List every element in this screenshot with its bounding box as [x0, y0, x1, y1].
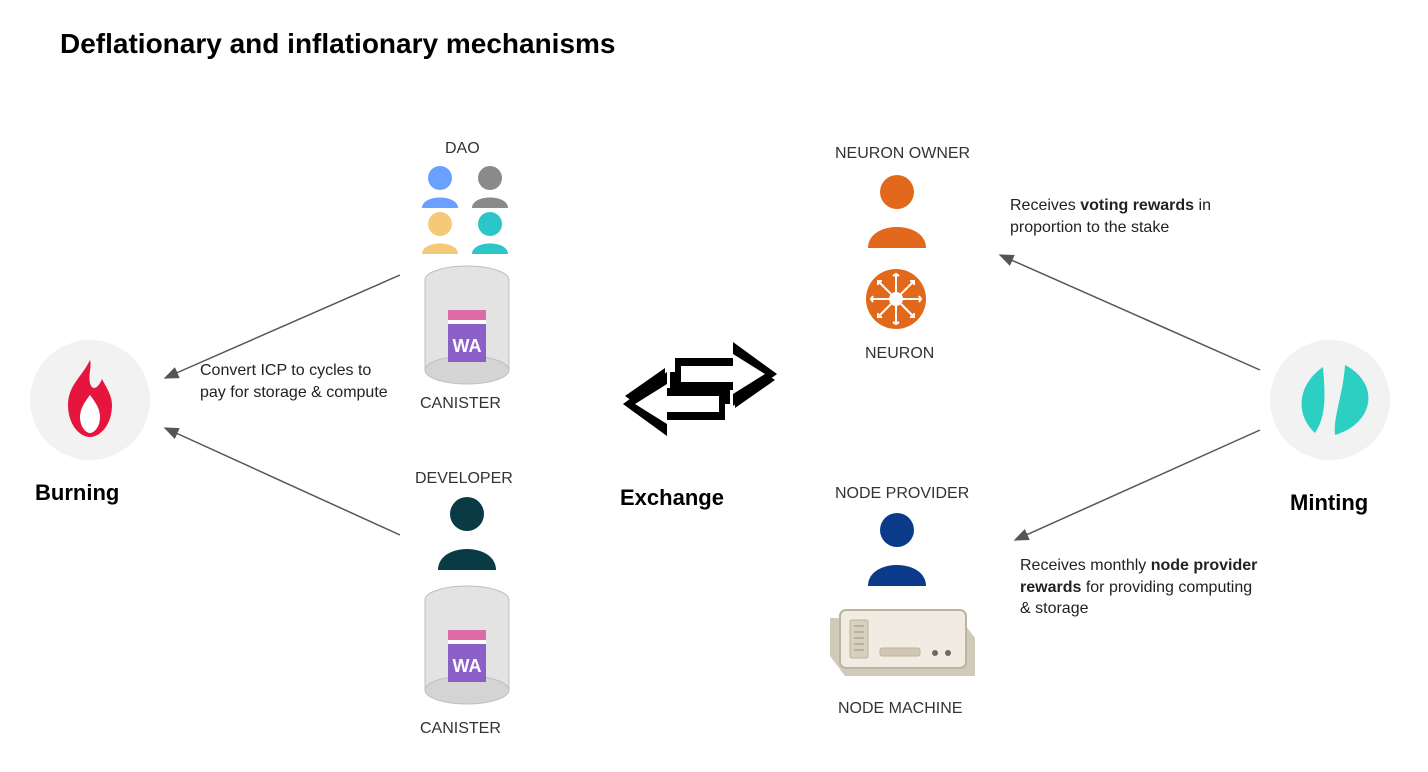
arrow-developer-to-burning — [165, 428, 400, 535]
arrow-minting-to-neuron — [1000, 255, 1260, 370]
arrow-minting-to-provider — [1015, 430, 1260, 540]
arrow-dao-to-burning — [165, 275, 400, 378]
arrows-layer — [0, 0, 1428, 772]
